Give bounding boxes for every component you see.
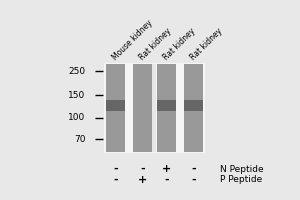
Text: Rat kidney: Rat kidney [138, 27, 173, 62]
Bar [157, 64, 176, 152]
Text: 250: 250 [68, 66, 86, 75]
Text: +: + [162, 164, 171, 174]
Text: +: + [138, 175, 147, 185]
Bar [157, 99, 176, 110]
Text: -: - [191, 164, 196, 174]
Text: Rat kidney: Rat kidney [162, 27, 197, 62]
Text: -: - [140, 164, 145, 174]
Bar [133, 64, 152, 152]
Text: Rat kidney: Rat kidney [189, 27, 224, 62]
Bar [104, 63, 205, 153]
Bar [152, 64, 156, 152]
Text: 150: 150 [68, 90, 86, 99]
Text: -: - [113, 164, 118, 174]
Text: 100: 100 [68, 114, 86, 122]
Text: Mouse kidney: Mouse kidney [111, 18, 154, 62]
Text: -: - [113, 175, 118, 185]
Text: 70: 70 [74, 134, 85, 144]
Bar [184, 64, 203, 152]
Text: N Peptide: N Peptide [220, 164, 264, 173]
Bar [106, 64, 125, 152]
Text: -: - [164, 175, 169, 185]
Bar [106, 99, 125, 110]
Bar [184, 99, 203, 110]
Text: P Peptide: P Peptide [220, 176, 263, 184]
Text: -: - [191, 175, 196, 185]
